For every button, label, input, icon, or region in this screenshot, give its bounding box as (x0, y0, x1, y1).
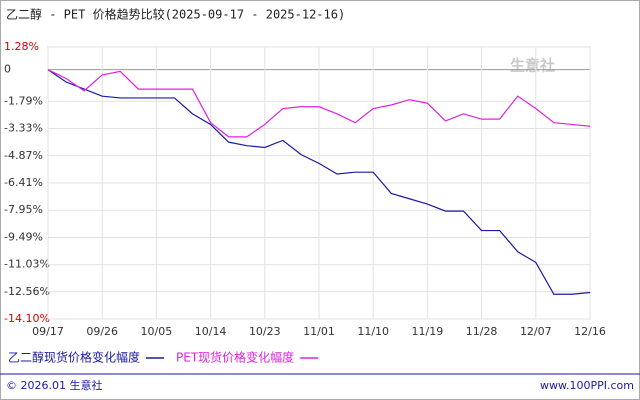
x-tick-label: 12/07 (520, 325, 552, 338)
x-tick-label: 09/26 (86, 325, 118, 338)
y-tick-label: -11.03% (4, 258, 50, 271)
x-tick-label: 11/19 (412, 325, 444, 338)
x-tick-label: 11/10 (357, 325, 389, 338)
y-tick-label: -9.49% (4, 230, 43, 243)
y-tick-label: -3.33% (4, 122, 43, 135)
legend-label: 乙二醇现货价格变化幅度 (8, 350, 140, 365)
y-tick-label: -4.87% (4, 149, 43, 162)
watermark: 生意社 (510, 57, 555, 75)
x-tick-label: 10/14 (195, 325, 227, 338)
x-tick-label: 10/23 (249, 325, 281, 338)
y-tick-label: -6.41% (4, 176, 43, 189)
x-tick-label: 12/16 (574, 325, 606, 338)
series-line (47, 69, 591, 138)
x-tick-label: 11/28 (466, 325, 498, 338)
y-tick-label: 0 (4, 63, 11, 76)
y-tick-label: 1.28% (4, 40, 39, 53)
y-tick-label: -14.10% (4, 312, 50, 325)
series-line (47, 69, 591, 295)
y-tick-label: -1.79% (4, 94, 43, 107)
x-tick-label: 09/17 (32, 325, 64, 338)
y-tick-label: -12.56% (4, 285, 50, 298)
x-tick-label: 11/01 (303, 325, 335, 338)
copyright: © 2026.01 生意社 (6, 378, 102, 392)
chart-title: 乙二醇 - PET 价格趋势比较(2025-09-17 - 2025-12-16… (6, 7, 345, 22)
x-tick-label: 10/05 (141, 325, 173, 338)
y-tick-label: -7.95% (4, 203, 43, 216)
website: www.100PPI.com (540, 379, 634, 392)
legend-label: PET现货价格变化幅度 (176, 350, 294, 365)
